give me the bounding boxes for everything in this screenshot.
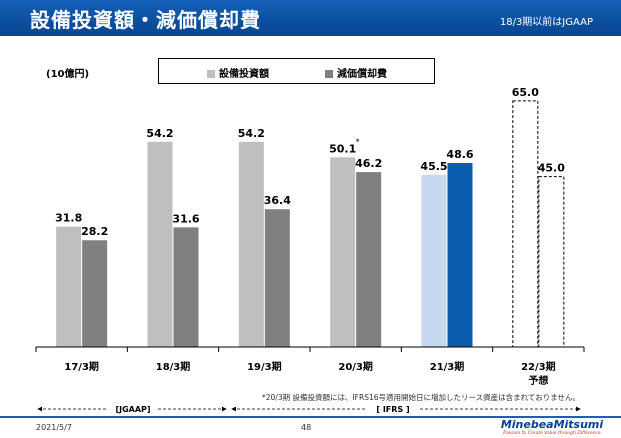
header-banner: 設備投資額・減価償却費 18/3期以前はJGAAP xyxy=(0,0,621,36)
legend-swatch-capex xyxy=(207,70,215,78)
chart-legend: 設備投資額 減価償却費 xyxy=(158,58,435,84)
page-title: 設備投資額・減価償却費 xyxy=(30,8,261,32)
depreciation-value-label-21/3期: 48.6 xyxy=(446,148,473,161)
footer-divider xyxy=(0,416,621,418)
x-tick-label-18/3期: 18/3期 xyxy=(156,360,191,373)
ifrs-period-label: [ IFRS ] xyxy=(376,405,409,414)
gaap-note: 18/3期以前はJGAAP xyxy=(499,17,593,28)
depreciation-bar-18/3期 xyxy=(173,227,199,347)
legend-label-capex: 設備投資額 xyxy=(219,69,269,80)
capex-bar-21/3期 xyxy=(421,174,447,347)
legend-swatch-depreciation xyxy=(325,70,333,78)
bar-chart: 31.828.2 17/3期 54.2 31.6 18/3期 54.2 36.4 19/3期 5… xyxy=(35,86,585,387)
depreciation-bar-21/3期 xyxy=(447,163,473,347)
capex-value-label-22/3期: 65.0 xyxy=(512,86,539,99)
page-number: 48 xyxy=(301,423,312,432)
presentation-date: 2021/5/7 xyxy=(36,423,72,432)
logo-name: MinebeaMitsumi xyxy=(500,418,604,431)
depreciation-bar-22/3期 xyxy=(538,176,565,348)
capex-value-label-19/3期: 54.2 xyxy=(238,127,265,140)
logo-tagline: Passion to Create Value through Differen… xyxy=(503,431,601,436)
capex-value-label-20/3期: 50.1 xyxy=(329,142,356,155)
depreciation-value-label-20/3期: 46.2 xyxy=(355,157,382,170)
capex-bar-17/3期 xyxy=(56,226,82,347)
x-tick-label-22/3期: 22/3期 xyxy=(521,360,556,373)
x-tick-label-20/3期: 20/3期 xyxy=(338,360,373,373)
unit-label: (10億円) xyxy=(46,69,90,80)
legend-item-capex: 設備投資額 xyxy=(207,65,269,80)
legend-label-depreciation: 減価償却費 xyxy=(337,69,387,80)
accounting-period-bar: [JGAAP] [ IFRS ] xyxy=(37,405,581,414)
x-tick-label-19/3期: 19/3期 xyxy=(247,360,282,373)
x-tick-label-17/3期: 17/3期 xyxy=(64,360,99,373)
jgaap-period-label: [JGAAP] xyxy=(115,405,150,414)
capex-annotation-marker: * xyxy=(356,137,360,146)
legend-item-depreciation: 減価償却費 xyxy=(325,65,387,80)
footnote: *20/3期 設備投資額には、IFRS16号適用開始日に増加したリース資産は含ま… xyxy=(262,393,580,402)
capex-bar-20/3期 xyxy=(330,157,356,347)
x-tick-sublabel-22/3期: 予想 xyxy=(528,374,548,387)
company-logo: MinebeaMitsumi Passion to Create Value t… xyxy=(492,418,612,437)
capex-value-label-18/3期: 54.2 xyxy=(146,127,173,140)
depreciation-bar-19/3期 xyxy=(264,209,290,347)
depreciation-value-label-18/3期: 31.6 xyxy=(172,212,199,225)
depreciation-value-label-22/3期: 45.0 xyxy=(538,162,565,175)
capex-value-label-17/3期: 31.8 xyxy=(55,212,82,225)
capex-value-label-21/3期: 45.5 xyxy=(420,160,447,173)
depreciation-bar-17/3期 xyxy=(82,240,108,347)
depreciation-value-label-19/3期: 36.4 xyxy=(264,194,291,207)
capex-bar-19/3期 xyxy=(238,141,264,347)
capex-bar-18/3期 xyxy=(147,141,173,347)
depreciation-value-label-17/3期: 28.2 xyxy=(81,225,108,238)
capex-bar-22/3期 xyxy=(512,100,539,348)
depreciation-bar-20/3期 xyxy=(356,172,382,347)
x-tick-label-21/3期: 21/3期 xyxy=(430,360,465,373)
